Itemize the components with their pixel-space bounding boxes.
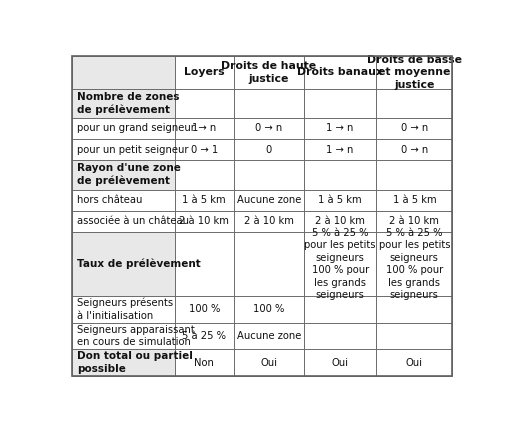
Bar	[376, 56, 452, 89]
Text: Loyers: Loyers	[184, 68, 225, 77]
Text: 2 à 10 km: 2 à 10 km	[389, 217, 439, 226]
Text: 1 à 5 km: 1 à 5 km	[183, 195, 226, 205]
Bar	[72, 296, 175, 323]
Bar	[234, 56, 304, 89]
Text: 5 à 25 %: 5 à 25 %	[182, 331, 226, 341]
Bar	[376, 160, 452, 190]
Text: 0 → n: 0 → n	[401, 145, 428, 155]
Text: 1 à 5 km: 1 à 5 km	[318, 195, 362, 205]
Bar	[376, 232, 452, 296]
Bar	[304, 160, 376, 190]
Bar	[72, 232, 175, 296]
Bar	[376, 89, 452, 118]
Bar	[304, 118, 376, 139]
Text: 100 %: 100 %	[189, 304, 220, 315]
Bar	[234, 190, 304, 211]
Bar	[72, 211, 175, 232]
Bar	[304, 190, 376, 211]
Bar	[304, 323, 376, 349]
Bar	[234, 323, 304, 349]
Text: 2 à 10 km: 2 à 10 km	[179, 217, 229, 226]
Text: Droits de haute
justice: Droits de haute justice	[221, 61, 316, 83]
Text: Taux de prélèvement: Taux de prélèvement	[77, 259, 200, 269]
Bar	[376, 349, 452, 376]
Text: 1 → n: 1 → n	[327, 145, 354, 155]
Bar	[234, 139, 304, 160]
Text: Don total ou partiel
possible: Don total ou partiel possible	[77, 351, 193, 374]
Text: 0 → 1: 0 → 1	[191, 145, 218, 155]
Text: 2 à 10 km: 2 à 10 km	[315, 217, 365, 226]
Bar	[234, 89, 304, 118]
Bar	[175, 56, 234, 89]
Bar	[304, 296, 376, 323]
Bar	[72, 160, 175, 190]
Bar	[304, 349, 376, 376]
Bar	[376, 323, 452, 349]
Text: 1 → n: 1 → n	[327, 123, 354, 134]
Bar	[234, 160, 304, 190]
Text: 0 → n: 0 → n	[401, 123, 428, 134]
Bar	[304, 211, 376, 232]
Bar	[234, 118, 304, 139]
Bar	[175, 118, 234, 139]
Bar	[376, 118, 452, 139]
Text: Droits de basse
et moyenne
justice: Droits de basse et moyenne justice	[367, 55, 462, 90]
Bar	[72, 89, 175, 118]
Text: hors château: hors château	[77, 195, 142, 205]
Bar	[304, 89, 376, 118]
Bar	[72, 118, 175, 139]
Text: 0: 0	[266, 145, 272, 155]
Text: 2 à 10 km: 2 à 10 km	[244, 217, 294, 226]
Text: 5 % à 25 %
pour les petits
seigneurs
100 % pour
les grands
seigneurs: 5 % à 25 % pour les petits seigneurs 100…	[304, 228, 376, 300]
Bar	[234, 349, 304, 376]
Bar	[376, 211, 452, 232]
Bar	[175, 160, 234, 190]
Text: 5 % à 25 %
pour les petits
seigneurs
100 % pour
les grands
seigneurs: 5 % à 25 % pour les petits seigneurs 100…	[379, 228, 450, 300]
Text: 1→ n: 1→ n	[192, 123, 216, 134]
Bar	[304, 139, 376, 160]
Bar	[304, 56, 376, 89]
Text: 0 → n: 0 → n	[255, 123, 282, 134]
Bar	[376, 296, 452, 323]
Bar	[175, 190, 234, 211]
Bar	[175, 232, 234, 296]
Bar	[234, 296, 304, 323]
Bar	[72, 349, 175, 376]
Text: Oui: Oui	[406, 358, 423, 368]
Text: Oui: Oui	[261, 358, 277, 368]
Bar	[72, 139, 175, 160]
Text: Non: Non	[194, 358, 214, 368]
Text: pour un petit seigneur: pour un petit seigneur	[77, 145, 188, 155]
Bar	[376, 190, 452, 211]
Text: Nombre de zones
de prélèvement: Nombre de zones de prélèvement	[77, 92, 179, 115]
Text: Aucune zone: Aucune zone	[237, 331, 301, 341]
Text: pour un grand seigneur: pour un grand seigneur	[77, 123, 195, 134]
Text: Droits banaux: Droits banaux	[297, 68, 383, 77]
Text: Seigneurs apparaissant
en cours de simulation: Seigneurs apparaissant en cours de simul…	[77, 325, 195, 347]
Bar	[376, 139, 452, 160]
Bar	[175, 296, 234, 323]
Bar	[175, 211, 234, 232]
Text: 100 %: 100 %	[253, 304, 284, 315]
Text: Rayon d'une zone
de prélèvement: Rayon d'une zone de prélèvement	[77, 163, 180, 187]
Bar	[175, 89, 234, 118]
Bar	[234, 232, 304, 296]
Text: Oui: Oui	[332, 358, 349, 368]
Bar	[175, 323, 234, 349]
Bar	[175, 139, 234, 160]
Bar	[72, 323, 175, 349]
Bar	[304, 232, 376, 296]
Text: Seigneurs présents
à l'initialisation: Seigneurs présents à l'initialisation	[77, 298, 173, 321]
Bar	[234, 211, 304, 232]
Text: associée à un château: associée à un château	[77, 217, 189, 226]
Bar	[175, 349, 234, 376]
Text: Aucune zone: Aucune zone	[237, 195, 301, 205]
Text: 1 à 5 km: 1 à 5 km	[392, 195, 436, 205]
Bar	[72, 56, 175, 89]
Bar	[72, 190, 175, 211]
